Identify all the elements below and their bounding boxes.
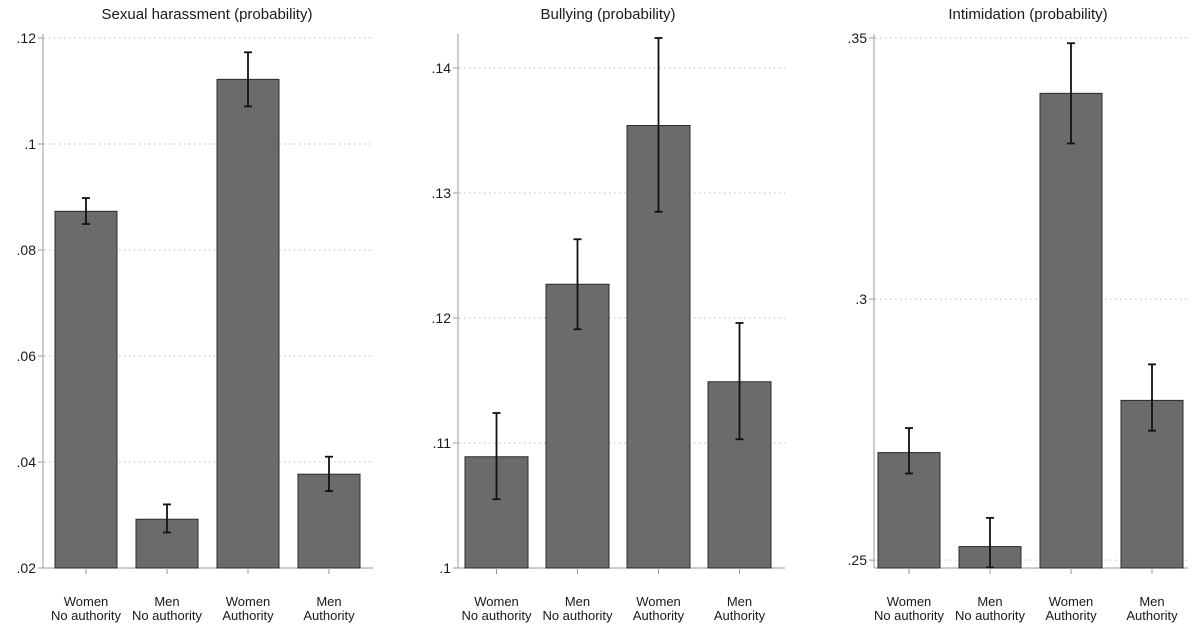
x-tick-label: No authority: [542, 608, 613, 623]
y-tick-label: .06: [17, 348, 37, 364]
x-tick-label: Women: [474, 594, 519, 609]
y-tick-label: .11: [433, 435, 452, 451]
y-tick-label: .08: [17, 242, 37, 258]
x-tick-label: Authority: [303, 608, 355, 623]
y-tick-label: .3: [855, 291, 867, 307]
x-tick-label: Women: [887, 594, 932, 609]
y-tick-label: .12: [17, 30, 37, 46]
x-tick-label: Authority: [633, 608, 685, 623]
x-tick-label: Authority: [1045, 608, 1097, 623]
y-tick-label: .14: [432, 60, 452, 76]
bar: [1039, 92, 1103, 569]
x-tick-label: No authority: [51, 608, 122, 623]
panel-bullying: Bullying (probability) .1 .11 .12 .13 .14 Wom…: [432, 6, 785, 623]
x-tick-label: Authority: [222, 608, 274, 623]
x-tick-label: No authority: [874, 608, 945, 623]
y-tick-label: .02: [17, 560, 37, 576]
x-tick-label: Men: [727, 594, 752, 609]
x-tick-label: Women: [1049, 594, 1094, 609]
x-tick-label: Men: [154, 594, 179, 609]
x-tick-label: Men: [1139, 594, 1164, 609]
y-tick-label: .04: [17, 454, 37, 470]
x-tick-label: Authority: [1126, 608, 1178, 623]
panel-intimidation: Intimidation (probability) .25 .3 .35 Women…: [848, 6, 1188, 623]
x-tick-label: Authority: [714, 608, 766, 623]
x-tick-label: No authority: [955, 608, 1026, 623]
y-tick-label: .12: [432, 310, 452, 326]
panel-title: Bullying (probability): [540, 6, 675, 23]
x-tick-label: Men: [977, 594, 1002, 609]
x-tick-label: Women: [636, 594, 681, 609]
x-tick-label: Women: [64, 594, 109, 609]
y-tick-label: .35: [848, 30, 868, 46]
y-tick-label: .25: [848, 552, 868, 568]
panel-sexual-harassment: Sexual harassment (probability) .02 .04 .0…: [17, 6, 373, 623]
bar: [545, 283, 610, 569]
x-tick-label: No authority: [132, 608, 203, 623]
x-tick-label: Women: [226, 594, 271, 609]
bar: [216, 78, 280, 569]
panel-title: Intimidation (probability): [948, 6, 1107, 23]
x-tick-label: No authority: [461, 608, 532, 623]
bar: [54, 210, 118, 569]
x-tick-label: Men: [316, 594, 341, 609]
panel-title: Sexual harassment (probability): [102, 6, 313, 23]
y-tick-label: .13: [432, 185, 452, 201]
y-tick-label: .1: [439, 560, 451, 576]
y-tick-label: .1: [24, 136, 36, 152]
x-tick-label: Men: [565, 594, 590, 609]
